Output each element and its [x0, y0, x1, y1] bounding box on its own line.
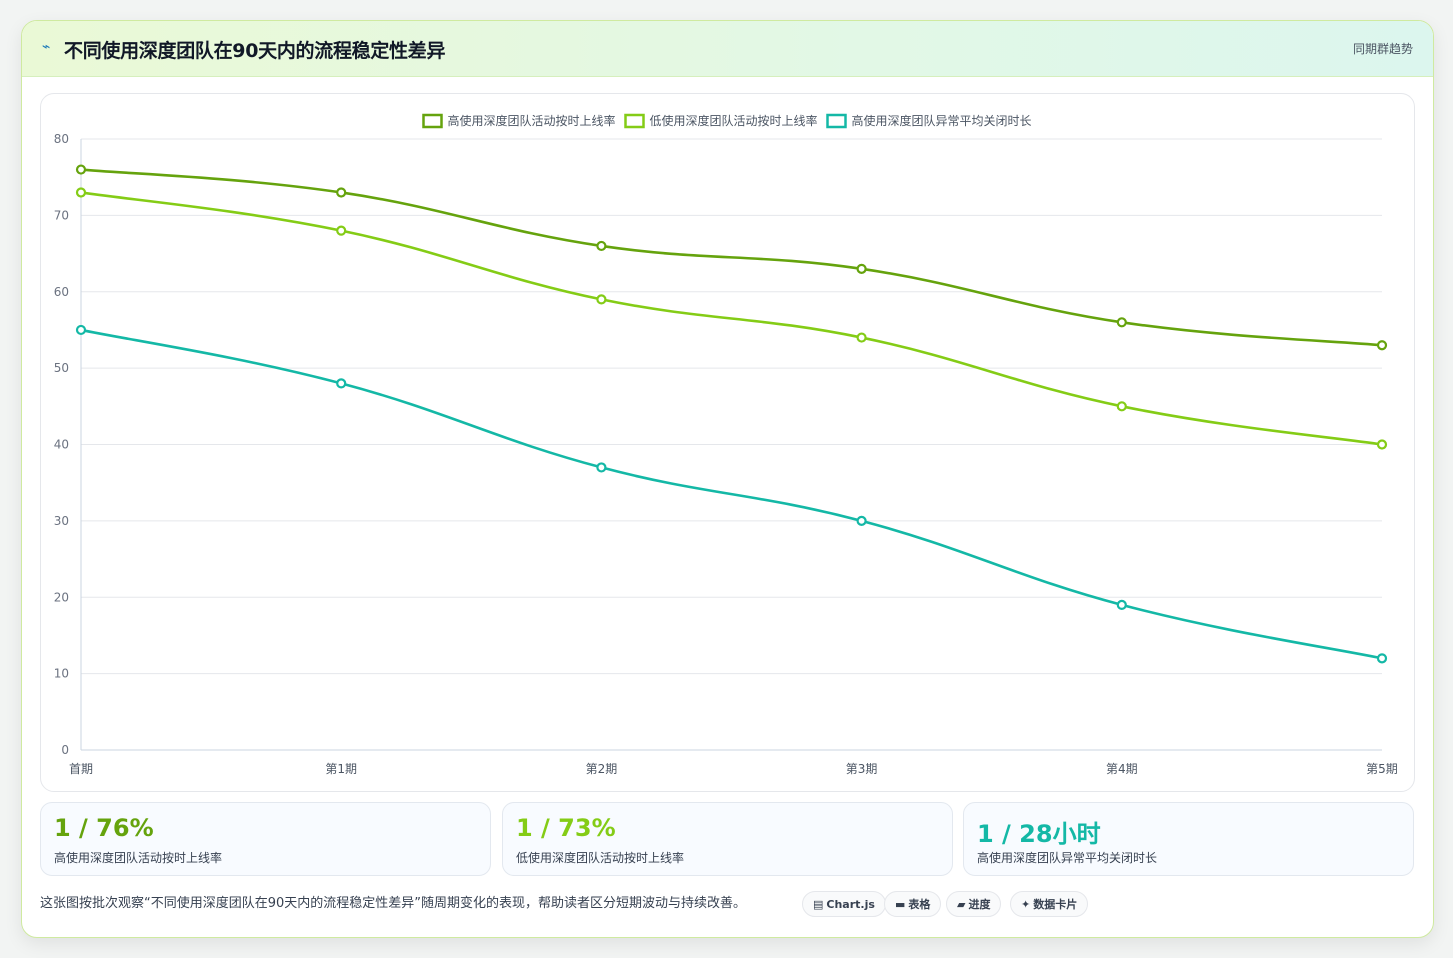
- x-tick-label: 首期: [69, 762, 93, 776]
- progress-icon: ▰: [957, 898, 966, 911]
- legend-label: 高使用深度团队异常平均关闭时长: [852, 113, 1032, 128]
- pill-label: Chart.js: [826, 898, 875, 911]
- data-point: [1376, 439, 1388, 450]
- y-tick-label: 10: [54, 667, 69, 681]
- stat-value: 1 / 28小时: [977, 820, 1101, 848]
- x-tick-label: 第2期: [586, 762, 618, 776]
- data-point: [856, 332, 867, 343]
- data-point: [596, 462, 607, 473]
- data-point: [336, 378, 347, 389]
- pill-label: 数据卡片: [1033, 898, 1078, 911]
- y-tick-label: 40: [54, 438, 69, 452]
- trend-icon: ⌁: [42, 39, 51, 55]
- pill-chartjs[interactable]: ▤ Chart.js: [802, 891, 886, 917]
- chart-card: ⌁ 不同使用深度团队在90天内的流程稳定性差异 同期群趋势 0 10 20 30 40 5…: [21, 20, 1434, 938]
- stat-card-3: 1 / 28小时 高使用深度团队异常平均关闭时长: [963, 802, 1414, 876]
- header-tag: 同期群趋势: [1352, 42, 1413, 56]
- data-point: [856, 515, 867, 526]
- data-point: [1116, 599, 1127, 610]
- table-icon: ▬: [895, 898, 906, 911]
- data-point: [1376, 653, 1388, 664]
- line-chart: 0 10 20 30 40 50 60 70 80 首期 第1期 第2期 第3期 第4期 第5期 高使用深度团…: [54, 113, 1398, 776]
- y-tick-label: 50: [54, 361, 69, 375]
- legend-label: 低使用深度团队活动按时上线率: [650, 113, 818, 128]
- stat-label: 高使用深度团队异常平均关闭时长: [977, 851, 1158, 865]
- data-point: [596, 294, 607, 305]
- x-tick-label: 第1期: [325, 762, 357, 776]
- data-point: [1116, 317, 1127, 328]
- legend-label: 高使用深度团队活动按时上线率: [448, 113, 616, 128]
- data-point: [336, 225, 347, 236]
- data-point: [75, 324, 87, 336]
- data-point: [336, 187, 347, 198]
- series-line: [80, 328, 1383, 660]
- stat-card-2: 1 / 73% 低使用深度团队活动按时上线率: [502, 802, 953, 876]
- legend-swatch: [624, 113, 645, 129]
- pill-label: 表格: [908, 898, 931, 911]
- chart-icon: ▤: [813, 898, 824, 911]
- pill-data-card[interactable]: ✦ 数据卡片: [1010, 891, 1089, 917]
- x-tick-label: 第3期: [846, 762, 878, 776]
- stat-value: 1 / 73%: [516, 814, 616, 842]
- footer-note: 这张图按批次观察“不同使用深度团队在90天内的流程稳定性差异”随周期变化的表现，…: [40, 896, 747, 911]
- stat-label: 高使用深度团队活动按时上线率: [54, 851, 223, 865]
- pill-progress[interactable]: ▰ 进度: [946, 891, 1002, 917]
- stat-card-1: 1 / 76% 高使用深度团队活动按时上线率: [40, 802, 491, 876]
- legend-swatch: [826, 113, 847, 129]
- data-point: [856, 263, 867, 274]
- card-header: ⌁ 不同使用深度团队在90天内的流程稳定性差异 同期群趋势: [22, 21, 1433, 77]
- y-tick-label: 60: [54, 285, 69, 299]
- series-line: [80, 191, 1383, 446]
- series-line: [80, 168, 1383, 347]
- x-tick-label: 第4期: [1106, 762, 1138, 776]
- data-point: [596, 240, 607, 252]
- data-point: [1376, 340, 1388, 351]
- y-tick-label: 70: [54, 208, 69, 222]
- y-tick-label: 0: [61, 743, 69, 757]
- y-tick-label: 20: [54, 590, 69, 604]
- data-point: [1116, 401, 1127, 412]
- stat-label: 低使用深度团队活动按时上线率: [516, 851, 685, 865]
- y-tick-label: 80: [54, 132, 69, 146]
- y-tick-label: 30: [54, 514, 69, 528]
- pill-table[interactable]: ▬ 表格: [884, 891, 942, 917]
- chart-container: 0 10 20 30 40 50 60 70 80 首期 第1期 第2期 第3期 第4期 第5期 高使用深度团…: [40, 93, 1415, 792]
- x-tick-label: 第5期: [1366, 762, 1398, 776]
- stat-value: 1 / 76%: [54, 814, 154, 842]
- legend-swatch: [422, 113, 443, 129]
- page-title: 不同使用深度团队在90天内的流程稳定性差异: [64, 40, 446, 62]
- data-point: [75, 187, 87, 198]
- data-point: [75, 164, 87, 175]
- pill-label: 进度: [968, 898, 991, 911]
- sparkle-icon: ✦: [1021, 898, 1031, 911]
